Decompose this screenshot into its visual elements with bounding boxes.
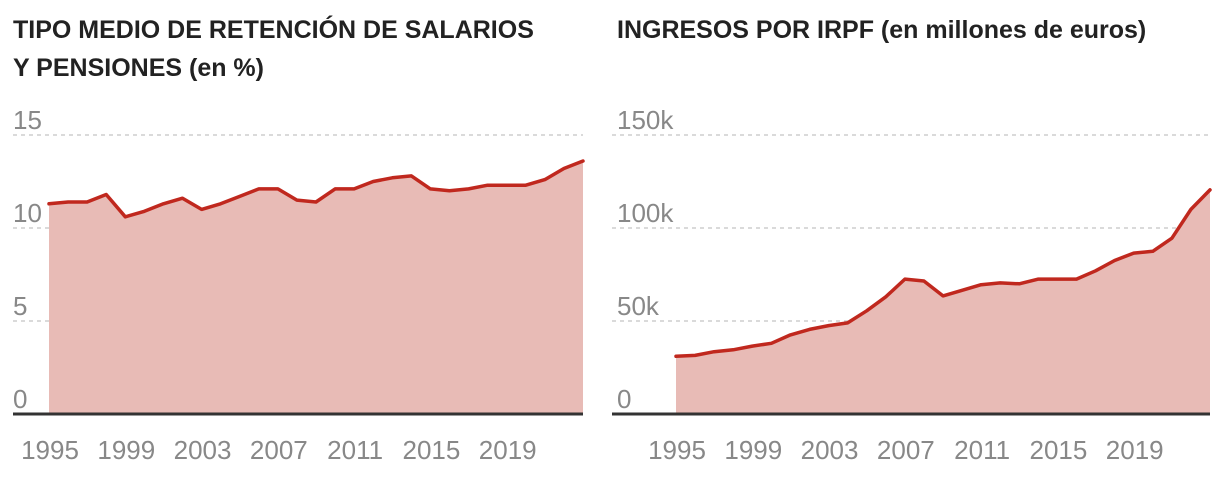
y-tick-label: 0: [13, 384, 27, 414]
x-tick-label: 2019: [1106, 435, 1164, 465]
chart-title-line: INGRESOS POR IRPF (en millones de euros): [617, 16, 1147, 44]
y-tick-label: 150k: [617, 105, 674, 135]
x-tick-label: 2011: [327, 435, 383, 465]
y-tick-label: 50k: [617, 291, 660, 321]
y-tick-label: 100k: [617, 198, 674, 228]
x-tick-label: 2003: [174, 435, 232, 465]
y-tick-label: 0: [617, 384, 631, 414]
x-tick-label: 2007: [250, 435, 308, 465]
x-tick-label: 1995: [648, 435, 706, 465]
x-tick-label: 2011: [954, 435, 1010, 465]
chart-title-irpf-revenue: INGRESOS POR IRPF (en millones de euros): [617, 11, 1217, 49]
x-tick-label: 1999: [724, 435, 782, 465]
y-tick-label: 10: [13, 198, 42, 228]
x-tick-label: 2015: [1030, 435, 1088, 465]
chart-title-line: TIPO MEDIO DE RETENCIÓN DE SALARIOS: [13, 16, 534, 44]
area-fill: [676, 189, 1210, 414]
chart-title-line: Y PENSIONES (en %): [13, 54, 264, 82]
x-tick-label: 2003: [801, 435, 859, 465]
x-tick-label: 1999: [97, 435, 155, 465]
area-fill: [49, 161, 583, 414]
chart-withholding-rate: 0 5 10 15 1995 1999 2003 2007 2011 2015 2019: [13, 105, 585, 465]
chart-irpf-revenue: 0 50k 100k 150k 1995 1999 2003 2007 2011 2015 2019: [612, 105, 1212, 465]
x-tick-label: 1995: [21, 435, 79, 465]
y-tick-label: 15: [13, 105, 42, 135]
y-tick-label: 5: [13, 291, 27, 321]
chart-title-withholding-rate: TIPO MEDIO DE RETENCIÓN DE SALARIOS Y PE…: [13, 11, 593, 87]
series-line: [47, 159, 585, 219]
series-line: [674, 188, 1212, 359]
x-tick-label: 2007: [877, 435, 935, 465]
x-tick-label: 2015: [403, 435, 461, 465]
x-tick-label: 2019: [479, 435, 537, 465]
